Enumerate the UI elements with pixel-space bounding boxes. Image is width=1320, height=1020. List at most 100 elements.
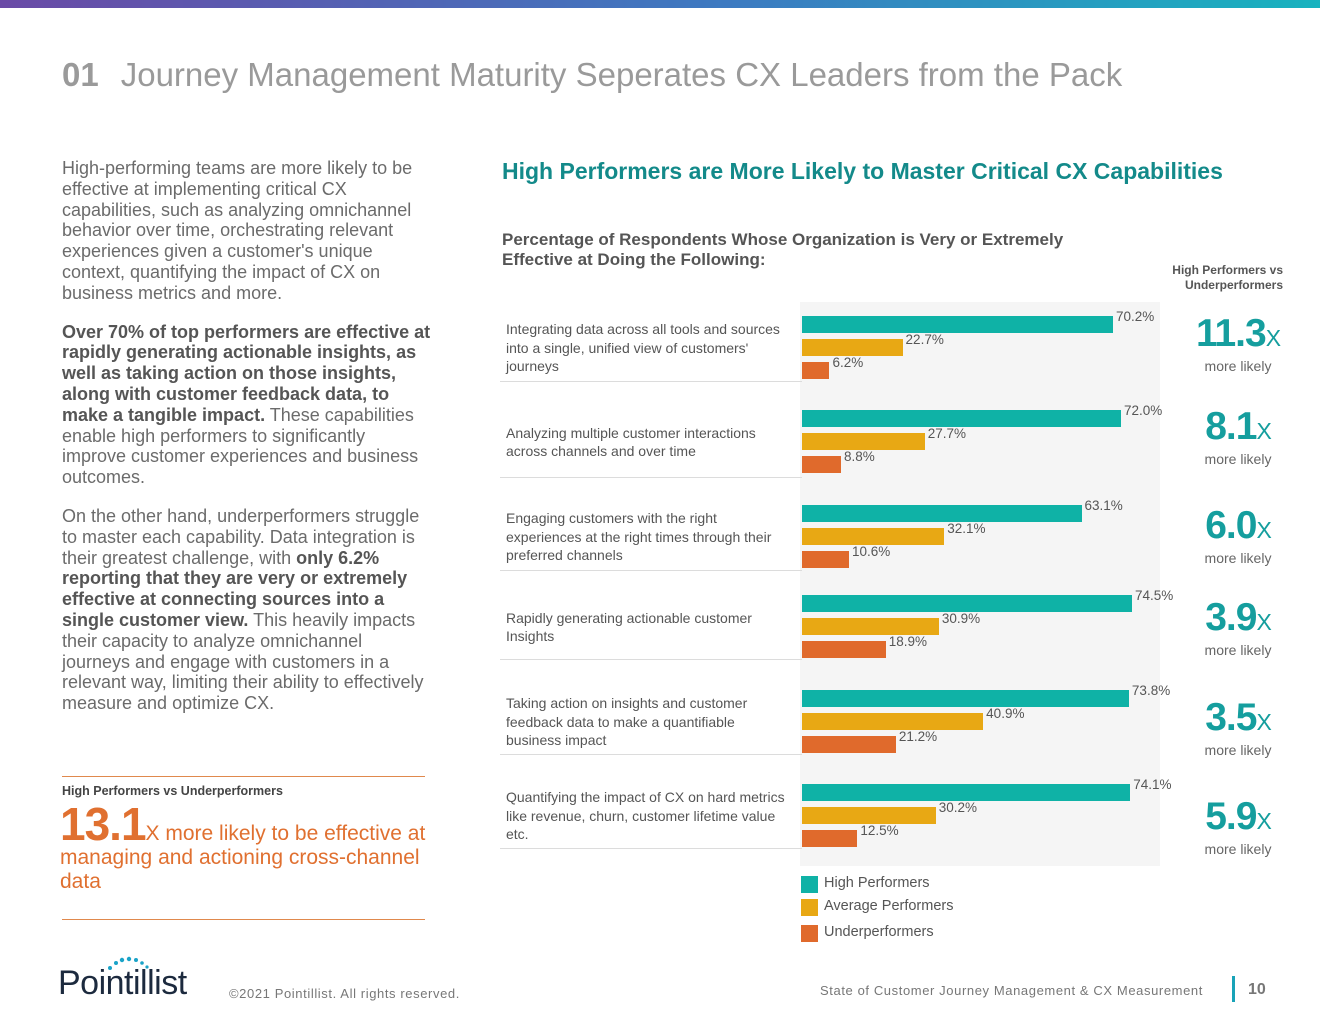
bar-average-performers <box>802 528 945 545</box>
ratio-number: 8.1 <box>1205 405 1257 448</box>
paragraph-1: High-performing teams are more likely to… <box>62 158 413 303</box>
paragraph-2: Over 70% of top performers are effective… <box>62 321 431 488</box>
bar-value-label: 30.2% <box>938 800 978 815</box>
bar-average-performers <box>802 618 939 635</box>
ratio-more-likely: more likely <box>1204 642 1272 658</box>
legend-label: Average Performers <box>824 898 954 914</box>
ratio-stat: 3.5X more likely <box>1182 698 1294 759</box>
copyright: ©2021 Pointillist. All rights reserved. <box>229 986 460 1001</box>
footer-report-title: State of Customer Journey Management & C… <box>820 983 1203 998</box>
bar-underperformers <box>802 551 849 568</box>
category-separator <box>500 477 802 478</box>
bar-average-performers <box>802 433 925 450</box>
bar-value-label: 6.2% <box>832 355 864 370</box>
callout-label: High Performers vs Underperformers <box>62 784 283 798</box>
legend-swatch <box>801 925 818 942</box>
logo-dots-icon <box>108 956 149 970</box>
category-label: Analyzing multiple customer interactions… <box>506 424 756 460</box>
ratio-value: 11.3X <box>1182 314 1294 358</box>
category-separator <box>500 570 802 571</box>
legend-swatch <box>801 899 818 916</box>
bar-value-label: 72.0% <box>1123 403 1163 418</box>
bar-high-performers <box>802 316 1113 333</box>
ratio-stat: 8.1X more likely <box>1182 405 1294 468</box>
callout-description: X more likely to be effective at managin… <box>60 822 426 893</box>
bar-high-performers <box>802 595 1133 612</box>
bar-underperformers <box>802 830 858 847</box>
page-title-text: Journey Management Maturity Seperates CX… <box>120 56 1123 93</box>
logo-wordmark: Pointillist <box>58 964 187 1002</box>
ratio-more-likely: more likely <box>1204 358 1272 374</box>
bar-value-label: 21.2% <box>898 729 938 744</box>
ratio-stat: 11.3X more likely <box>1182 314 1294 375</box>
bar-value-label: 70.2% <box>1115 309 1155 324</box>
ratio-more-likely: more likely <box>1204 451 1272 467</box>
bar-value-label: 74.1% <box>1133 777 1172 792</box>
ratio-number: 11.3 <box>1195 312 1267 355</box>
bar-value-label: 12.5% <box>860 823 899 838</box>
category-separator <box>500 754 802 755</box>
legend-label: High Performers <box>824 875 930 891</box>
ratio-number: 5.9 <box>1205 795 1257 838</box>
bar-value-label: 73.8% <box>1131 683 1171 698</box>
category-label: Rapidly generating actionable customer I… <box>506 609 752 645</box>
legend-label: Underperformers <box>824 924 934 940</box>
bar-underperformers <box>802 641 886 658</box>
bar-underperformers <box>802 362 830 379</box>
chart-plot-background <box>800 302 1160 866</box>
ratio-suffix: X <box>1256 709 1271 735</box>
ratio-more-likely: more likely <box>1204 841 1272 857</box>
bar-high-performers <box>802 690 1129 707</box>
body-text: High-performing teams are more likely to… <box>62 158 432 732</box>
ratio-value: 6.0X <box>1182 506 1294 550</box>
bar-high-performers <box>802 784 1131 801</box>
ratio-value: 3.9X <box>1182 598 1294 642</box>
category-label: Quantifying the impact of CX on hard met… <box>506 789 785 842</box>
callout-stat: 13.1X more likely to be effective at man… <box>60 801 432 894</box>
ratio-stat: 5.9X more likely <box>1182 797 1294 858</box>
ratio-more-likely: more likely <box>1204 742 1272 758</box>
bar-value-label: 18.9% <box>888 634 927 649</box>
bar-value-label: 27.7% <box>927 426 966 441</box>
legend-swatch <box>801 876 818 893</box>
ratio-suffix: X <box>1265 325 1281 351</box>
category-separator <box>500 381 802 382</box>
bar-average-performers <box>802 807 936 824</box>
ratio-suffix: X <box>1256 609 1271 635</box>
footer-divider <box>1232 976 1235 1002</box>
category-label: Integrating data across all tools and so… <box>506 321 780 374</box>
bar-value-label: 63.1% <box>1084 498 1123 513</box>
ratio-suffix: X <box>1256 808 1271 834</box>
chart-title: High Performers are More Likely to Maste… <box>502 158 1223 184</box>
page-title: 01 Journey Management Maturity Seperates … <box>62 56 1122 94</box>
bar-value-label: 40.9% <box>986 706 1025 721</box>
bar-value-label: 30.9% <box>941 611 981 626</box>
bar-underperformers <box>802 736 896 753</box>
category-separator <box>500 659 802 660</box>
ratio-stat: 3.9X more likely <box>1182 598 1294 659</box>
ratio-number: 6.0 <box>1205 504 1257 547</box>
chart-subtitle: Percentage of Respondents Whose Organiza… <box>502 230 1064 269</box>
ratio-suffix: X <box>1256 517 1271 543</box>
ratio-column-heading: High Performers vs Underperformers <box>1172 263 1283 292</box>
bar-underperformers <box>802 456 841 473</box>
callout-top-rule <box>62 776 425 777</box>
bar-high-performers <box>802 410 1121 427</box>
ratio-value: 3.5X <box>1182 698 1294 742</box>
category-label: Taking action on insights and customer f… <box>506 695 748 748</box>
callout-bottom-rule <box>62 919 425 920</box>
callout-big-number: 13.1 <box>60 798 147 850</box>
ratio-more-likely: more likely <box>1204 550 1272 566</box>
ratio-number: 3.5 <box>1205 696 1257 739</box>
bar-value-label: 10.6% <box>851 544 891 559</box>
ratio-suffix: X <box>1256 418 1271 444</box>
bar-value-label: 74.5% <box>1135 588 1174 603</box>
bar-value-label: 8.8% <box>843 449 875 464</box>
pointillist-logo: Pointillist <box>58 954 208 1004</box>
category-label: Engaging customers with the right experi… <box>506 510 772 563</box>
bar-value-label: 22.7% <box>905 332 944 347</box>
ratio-number: 3.9 <box>1205 596 1257 639</box>
section-number: 01 <box>62 56 99 93</box>
ratio-value: 5.9X <box>1182 797 1294 841</box>
bar-value-label: 32.1% <box>947 521 986 536</box>
